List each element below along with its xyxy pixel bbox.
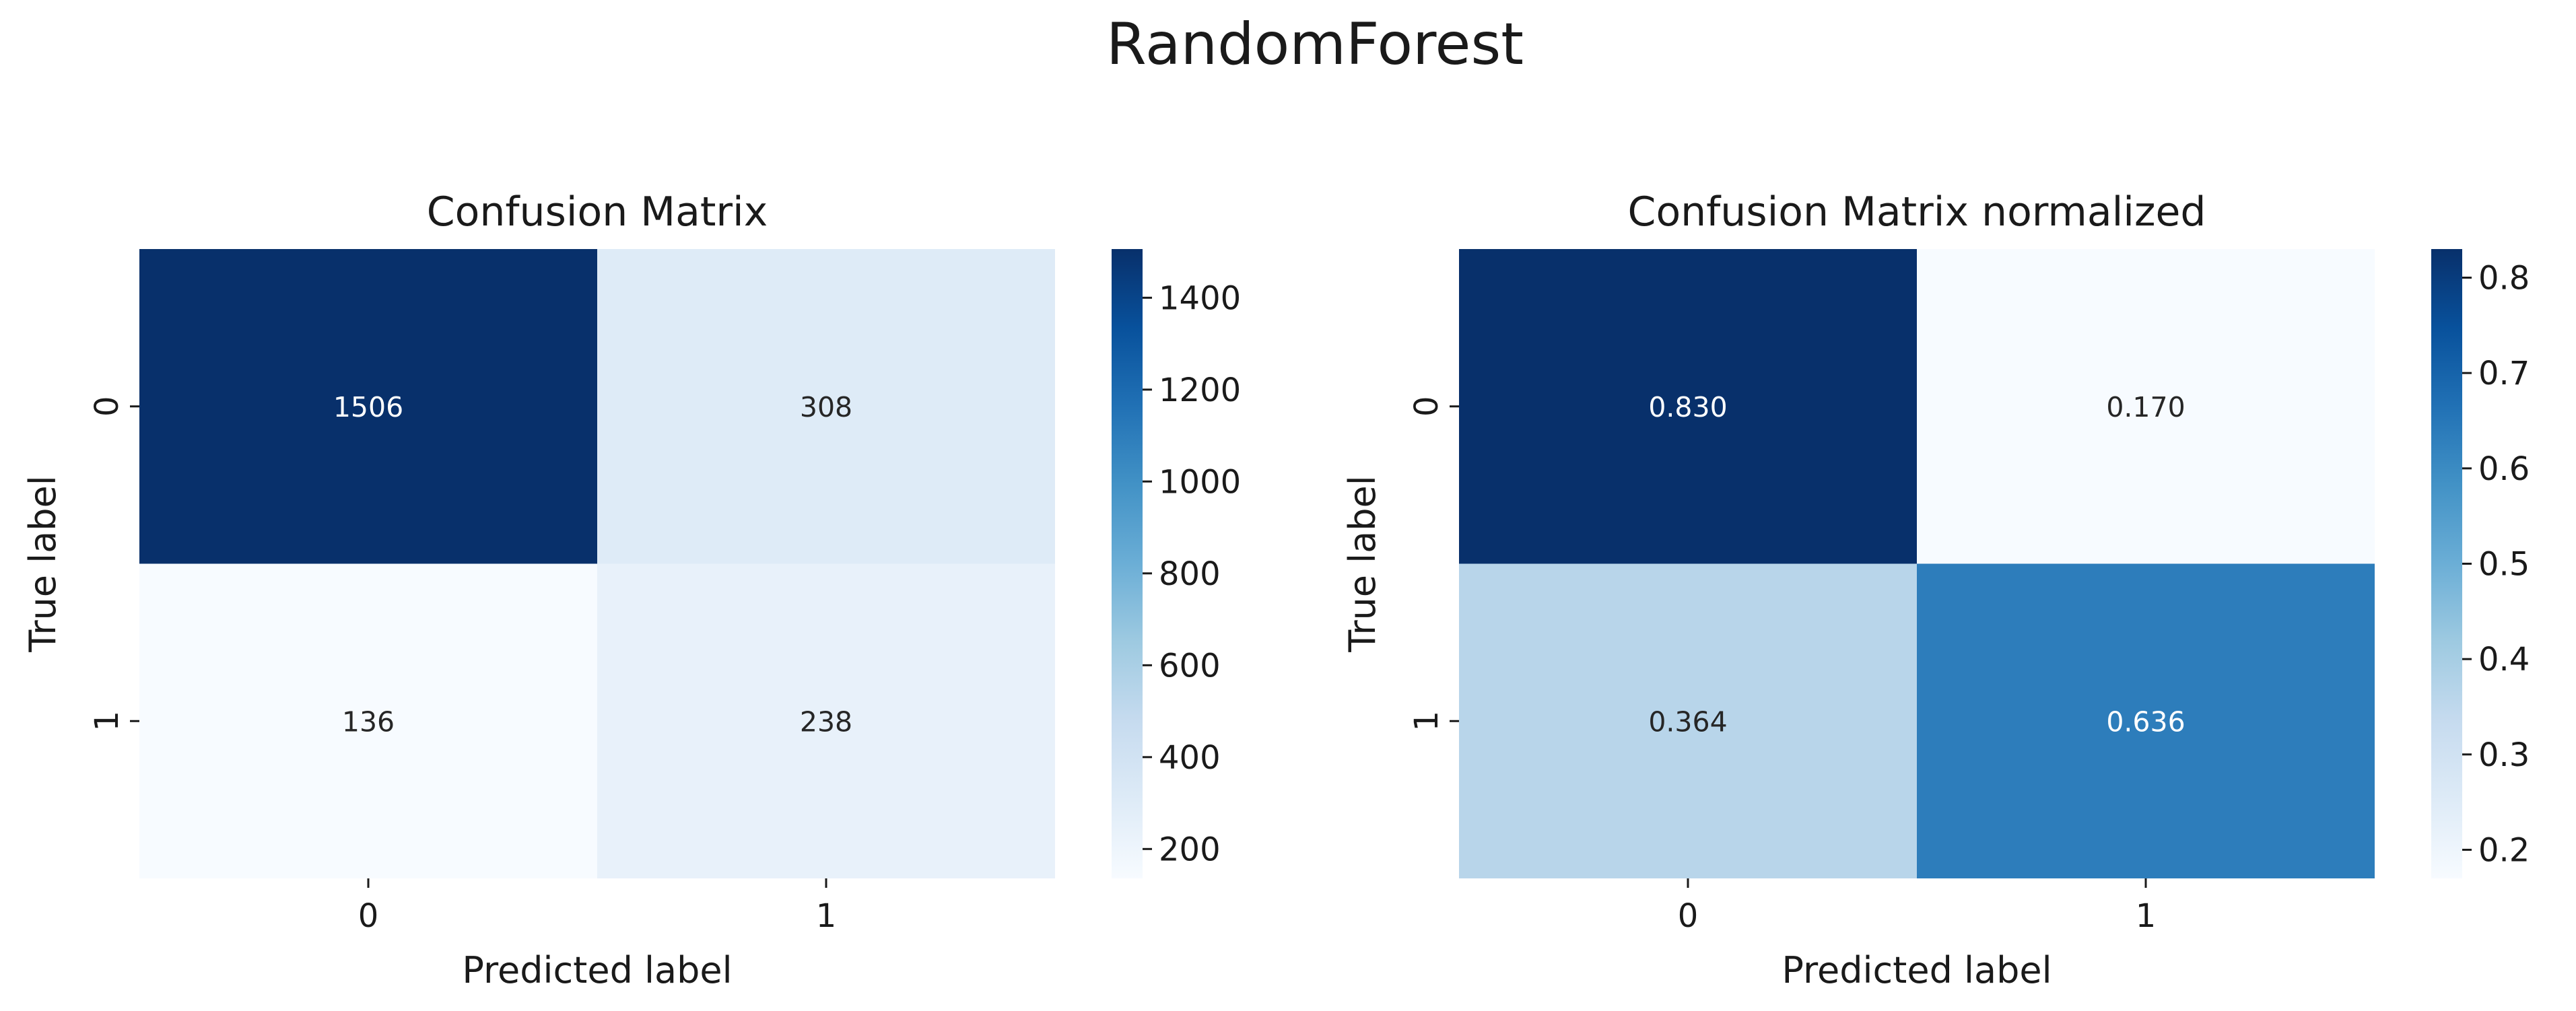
heatmap-cell-r1-c1	[597, 563, 1055, 878]
cell-value-label: 136	[342, 705, 395, 738]
panel-title: Confusion Matrix	[427, 188, 768, 236]
cell-value-label: 1506	[333, 391, 403, 423]
y-tick-label: 0	[88, 396, 126, 417]
heatmap-cell-r0-c0	[1459, 249, 1917, 564]
cell-value-label: 0.636	[2106, 705, 2185, 738]
heatmap-cell-r1-c0	[1459, 563, 1917, 878]
colorbar-tick-label: 1000	[1159, 463, 1241, 501]
colorbar-tick-label: 200	[1159, 831, 1221, 868]
x-tick-label: 0	[1678, 897, 1699, 935]
x-axis-label: Predicted label	[1782, 949, 2052, 991]
colorbar-tick-label: 600	[1159, 647, 1221, 685]
panel-title: Confusion Matrix normalized	[1628, 188, 2206, 236]
colorbar-tick-label: 0.4	[2478, 641, 2530, 678]
cell-value-label: 0.364	[1648, 705, 1727, 738]
y-axis-label: True label	[22, 475, 64, 652]
colorbar-tick-label: 800	[1159, 555, 1221, 593]
x-tick-label: 1	[2136, 897, 2157, 935]
colorbar	[2431, 249, 2462, 878]
colorbar-tick-label: 0.8	[2478, 260, 2530, 298]
x-axis-label: Predicted label	[462, 949, 732, 991]
heatmap-cell-r1-c1	[1917, 563, 2375, 878]
y-tick-label: 0	[1408, 396, 1446, 417]
colorbar-tick-label: 0.6	[2478, 450, 2530, 488]
heatmap-cell-r0-c0	[139, 249, 597, 564]
y-tick-label: 1	[1408, 711, 1446, 732]
colorbar-tick-label: 1400	[1159, 279, 1241, 317]
cell-value-label: 308	[800, 391, 852, 423]
figure-suptitle: RandomForest	[1106, 11, 1524, 78]
colorbar-tick-label: 1200	[1159, 372, 1241, 409]
heatmap-cell-r0-c1	[597, 249, 1055, 564]
y-axis-label: True label	[1341, 475, 1384, 652]
cell-value-label: 0.830	[1648, 391, 1727, 423]
heatmap-cell-r0-c1	[1917, 249, 2375, 564]
y-tick-label: 1	[88, 711, 126, 732]
cell-value-label: 0.170	[2106, 391, 2185, 423]
colorbar	[1112, 249, 1143, 878]
x-tick-label: 1	[816, 897, 837, 935]
heatmap-panel-2: Confusion Matrix normalized 0.830 0.170 0.3…	[1341, 188, 2530, 991]
colorbar-tick-label: 0.3	[2478, 736, 2530, 774]
cell-value-label: 238	[800, 705, 852, 738]
colorbar-tick-label: 0.2	[2478, 832, 2530, 870]
x-tick-label: 0	[358, 897, 379, 935]
colorbar-tick-label: 0.5	[2478, 546, 2530, 584]
colorbar-tick-label: 400	[1159, 739, 1221, 777]
heatmap-cell-r1-c0	[139, 563, 597, 878]
colorbar-tick-label: 0.7	[2478, 355, 2530, 392]
heatmap-panel-1: Confusion Matrix 1506 308 136 238 0 1 0 1 Predict…	[22, 188, 1241, 991]
